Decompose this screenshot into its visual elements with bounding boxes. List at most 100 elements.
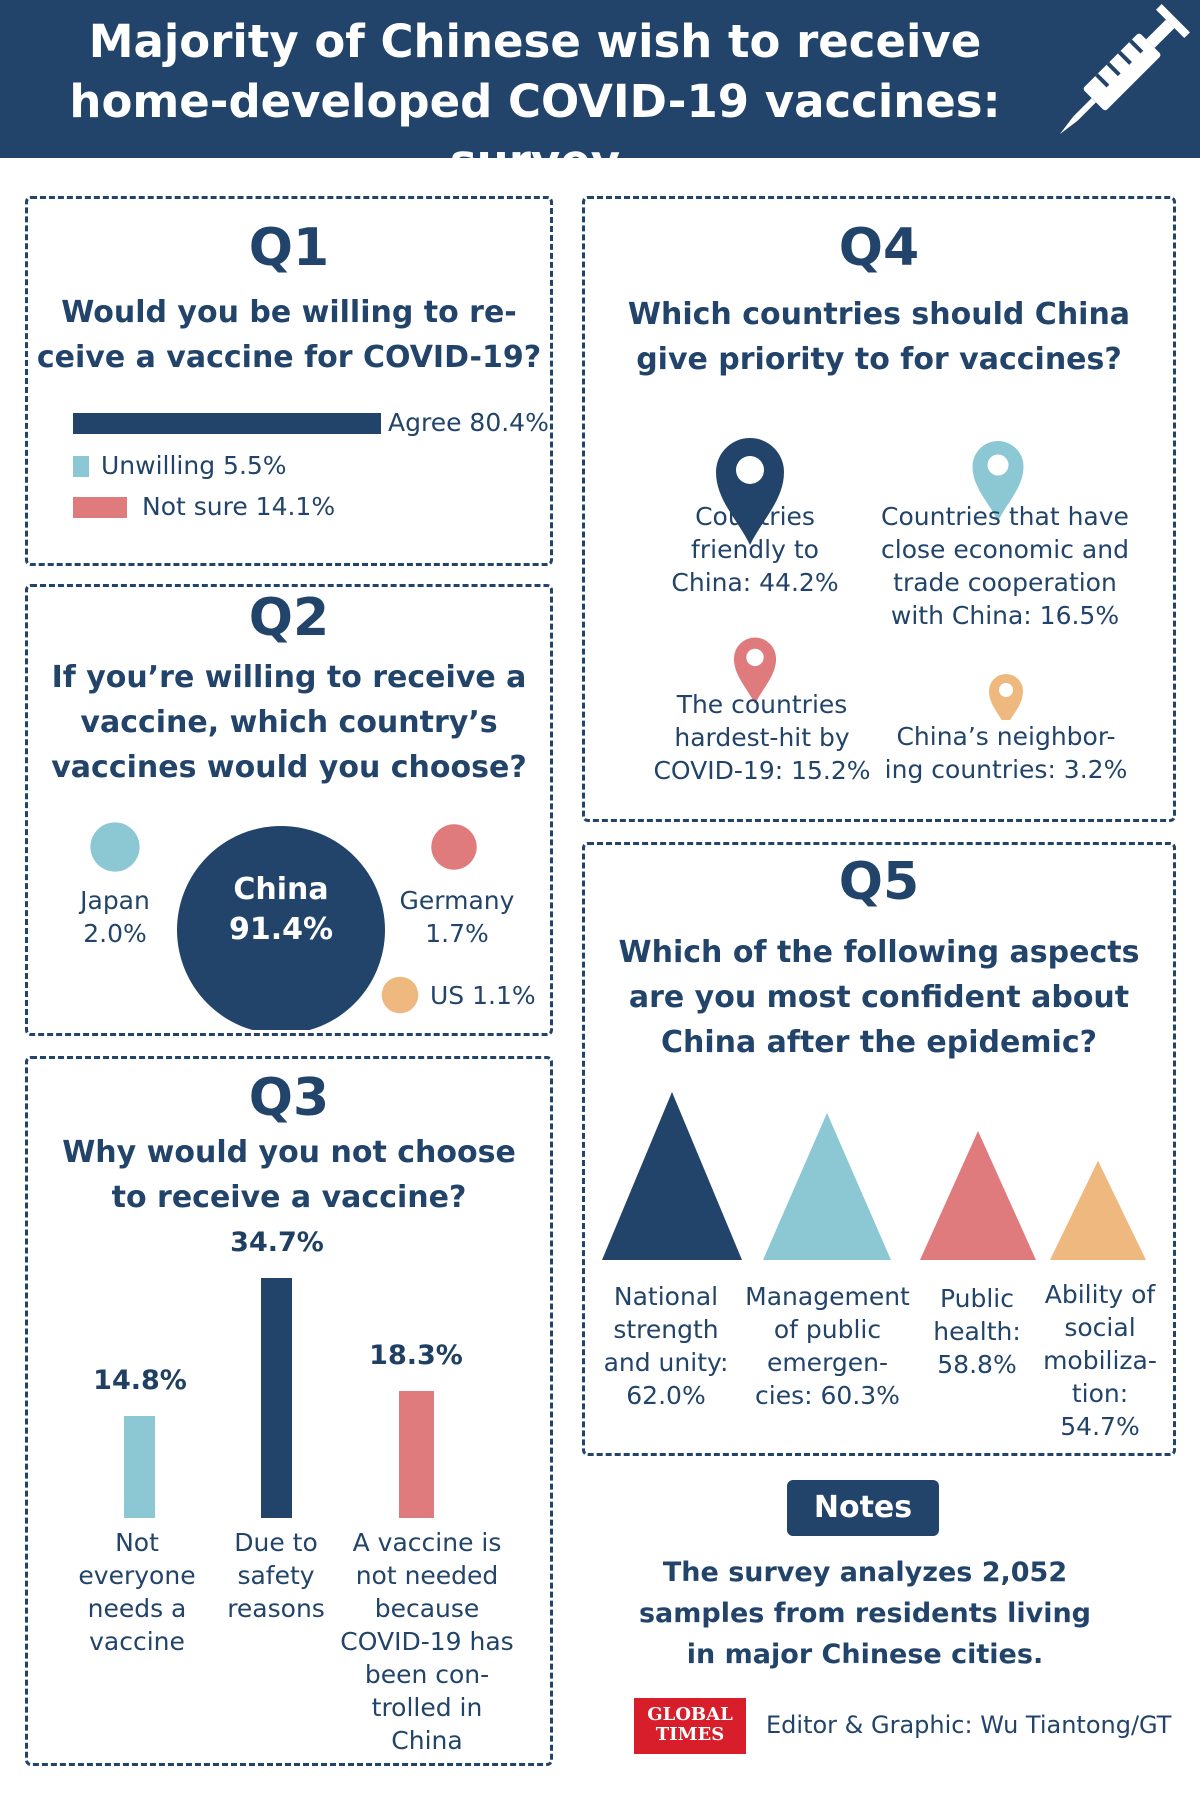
q2-label-japan-line-2: 2.0% <box>83 919 147 948</box>
logo-line-2: TIMES <box>655 1724 725 1745</box>
q5-label: Q5 <box>838 852 920 912</box>
q5-label-national-strength: National strength and unity: 62.0% <box>596 1280 736 1412</box>
q1-label-not-sure: Not sure 14.1% <box>142 492 336 521</box>
notes-badge: Notes <box>787 1480 939 1536</box>
q5-triangle-chart <box>602 1092 1146 1260</box>
q1-label-unwilling: Unwilling 5.5% <box>101 451 287 480</box>
q5-question-line-1: Which of the following aspects <box>618 935 1140 970</box>
pin-hole <box>736 456 764 484</box>
q5-label-4-line-5: 54.7% <box>1060 1412 1140 1441</box>
notes-text: The survey analyzes 2,052 samples from r… <box>620 1552 1110 1675</box>
q3-label-2-line-2: safety <box>237 1561 315 1590</box>
q4-label-1-line-2: friendly to <box>691 535 819 564</box>
q5-label-1-line-2: strength <box>613 1315 719 1344</box>
q1-label-agree: Agree 80.4% <box>388 408 549 437</box>
q2-panel <box>25 584 553 1036</box>
q2-bubble-us <box>381 976 419 1014</box>
q5-label-3-line-1: Public <box>940 1284 1014 1313</box>
q3-label-3-line-2: not needed <box>355 1561 499 1590</box>
q3-label-1-line-1: Not <box>115 1528 159 1557</box>
q5-label-4-line-4: tion: <box>1071 1379 1129 1408</box>
pin-shape <box>972 441 1024 522</box>
q4-label-2-line-2: close economic and <box>881 535 1129 564</box>
pin-shape <box>733 637 777 704</box>
q3-label-1-line-2: everyone <box>78 1561 196 1590</box>
q2-label-china-line-2: 91.4% <box>228 912 334 947</box>
q3-bar-not-everyone <box>124 1415 155 1518</box>
q3-label-2-line-1: Due to <box>234 1528 318 1557</box>
q3-label: Q3 <box>248 1068 330 1128</box>
q5-label-social-mobilization: Ability of social mobiliza- tion: 54.7% <box>1036 1278 1164 1443</box>
q4-pin-chart <box>716 438 1024 720</box>
q4-label-1-line-1: Countries <box>695 502 815 531</box>
q1-bar-not-sure <box>73 497 127 518</box>
q4-label: Q4 <box>838 218 920 278</box>
header-banner <box>0 0 1200 158</box>
pin-hole <box>746 648 764 667</box>
q5-question-line-3: China after the epidemic? <box>660 1025 1098 1060</box>
q1-question-line-1: Would you be willing to re- <box>61 295 517 330</box>
q3-label-2-line-3: reasons <box>227 1594 325 1623</box>
q5-label-2-line-2: of public <box>773 1315 882 1344</box>
title-line-2: home-developed COVID-19 vaccines: survey <box>69 75 1001 188</box>
q5-label-4-line-2: social <box>1064 1313 1136 1342</box>
editor-credit: Editor & Graphic: Wu Tiantong/GT <box>766 1711 1172 1739</box>
q5-triangle-public-emergencies <box>763 1112 891 1260</box>
q2-label-germany-line-1: Germany <box>399 886 515 915</box>
q4-question-line-2: give priority to for vaccines? <box>636 342 1122 377</box>
q5-label-4-line-1: Ability of <box>1044 1280 1156 1309</box>
q3-question-line-1: Why would you not choose <box>62 1135 516 1170</box>
q5-label-4-line-3: mobiliza- <box>1043 1346 1157 1375</box>
q5-label-2-line-4: cies: 60.3% <box>755 1381 900 1410</box>
q5-label-1-line-4: 62.0% <box>626 1381 706 1410</box>
q4-panel <box>582 196 1176 822</box>
pin-shape <box>716 438 784 545</box>
q3-label-1-line-4: vaccine <box>89 1627 185 1656</box>
q2-label-germany: Germany 1.7% <box>392 884 522 950</box>
q5-question: Which of the following aspects are you m… <box>582 930 1176 1065</box>
q3-label-3-line-1: A vaccine is <box>352 1528 502 1557</box>
q4-label-neighboring: China’s neighbor- ing countries: 3.2% <box>876 720 1136 786</box>
q4-pin-friendly <box>716 438 784 545</box>
q5-label-3-line-3: 58.8% <box>937 1350 1017 1379</box>
q1-bar-unwilling <box>73 456 89 477</box>
q4-label-2-line-1: Countries that have <box>881 502 1129 531</box>
q2-bubble-japan <box>90 822 140 872</box>
q5-label-3-line-2: health: <box>933 1317 1021 1346</box>
q4-label-2-line-4: with China: 16.5% <box>890 601 1120 630</box>
q4-label-1-line-3: China: 44.2% <box>671 568 839 597</box>
pin-hole <box>999 683 1013 697</box>
q3-label-3-line-7: China <box>391 1726 463 1755</box>
q4-label-3-line-3: COVID-19: 15.2% <box>653 756 871 785</box>
q4-label-friendly: Countries friendly to China: 44.2% <box>640 500 870 599</box>
q2-question-line-3: vaccines would you choose? <box>51 750 527 785</box>
q2-label-japan-line-1: Japan <box>80 886 150 915</box>
q5-label-public-emergencies: Management of public emergen- cies: 60.3… <box>740 1280 915 1412</box>
q1-bar-agree <box>73 413 381 434</box>
title-line-1: Majority of Chinese wish to receive <box>88 15 982 68</box>
q4-question-line-1: Which countries should China <box>627 297 1131 332</box>
pin-hole <box>987 454 1009 476</box>
logo-line-1: GLOBAL <box>647 1704 733 1725</box>
q3-label-safety: Due to safety reasons <box>206 1526 346 1625</box>
q3-label-3-line-5: been con- <box>364 1660 490 1689</box>
q5-label-1-line-1: National <box>613 1282 719 1311</box>
q3-value-safety: 34.7% <box>230 1227 324 1258</box>
q4-label-2-line-3: trade cooperation <box>893 568 1117 597</box>
notes-line-1: The survey analyzes 2,052 <box>662 1557 1068 1588</box>
q2-label-japan: Japan 2.0% <box>60 884 170 950</box>
q4-pin-economic <box>972 441 1024 522</box>
q2-bubble-china <box>177 826 385 1030</box>
q2-label-china: China 91.4% <box>181 870 381 950</box>
q2-bubble-chart <box>90 822 477 1030</box>
q3-value-controlled: 18.3% <box>369 1340 463 1372</box>
q4-label-economic: Countries that have close economic and t… <box>870 500 1140 632</box>
page-title: Majority of Chinese wish to receive home… <box>0 12 1070 192</box>
q5-label-1-line-3: and unity: <box>603 1348 729 1377</box>
q3-label-1-line-3: needs a <box>87 1594 187 1623</box>
q4-label-3-line-2: hardest-hit by <box>674 723 850 752</box>
q5-label-2-line-1: Management <box>745 1282 910 1311</box>
q2-question-line-2: vaccine, which country’s <box>80 705 498 740</box>
q2-label-us: US 1.1% <box>430 981 536 1010</box>
q4-pin-neighboring <box>989 674 1023 720</box>
